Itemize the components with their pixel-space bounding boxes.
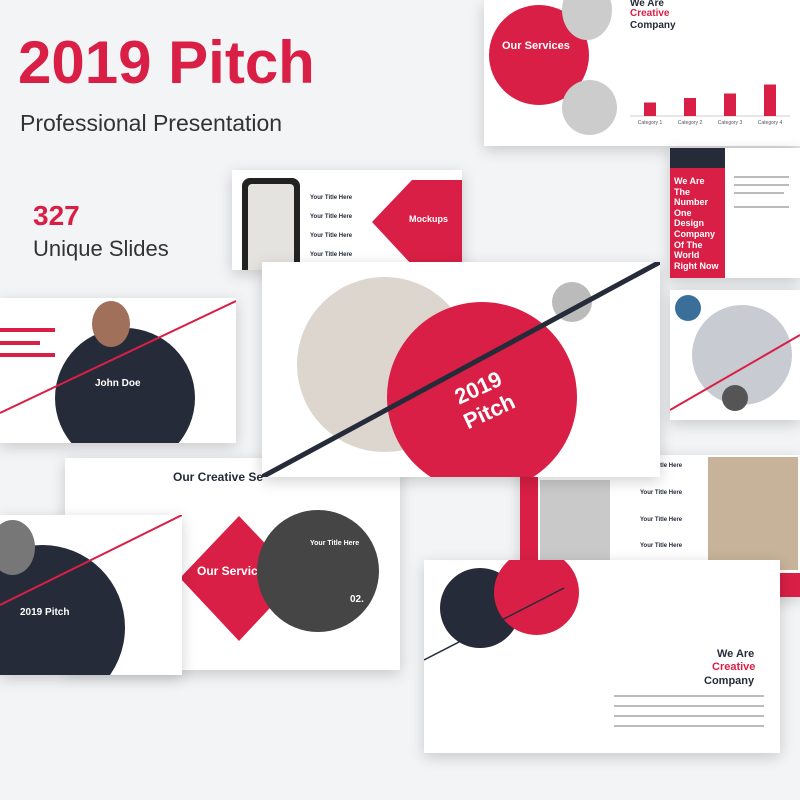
photo bbox=[722, 385, 748, 411]
slide: 2019 Pitch bbox=[0, 515, 182, 675]
number: 02. bbox=[350, 594, 364, 605]
lorem bbox=[614, 725, 764, 727]
item: Your Title Here bbox=[310, 252, 353, 258]
lorem bbox=[734, 176, 789, 178]
heading: Our Creative Se bbox=[173, 470, 264, 484]
subtitle: Professional Presentation bbox=[20, 110, 283, 136]
bar bbox=[764, 84, 776, 116]
text: Company bbox=[704, 675, 755, 687]
heading: John Doe bbox=[95, 378, 141, 389]
lorem bbox=[614, 715, 764, 717]
title: 2019 Pitch bbox=[18, 29, 315, 96]
bar bbox=[0, 328, 55, 332]
diagonal bbox=[670, 334, 800, 411]
photo bbox=[708, 457, 798, 570]
text: We Are bbox=[674, 176, 705, 186]
diagonal bbox=[262, 262, 660, 477]
slide bbox=[670, 290, 800, 420]
count: 327 bbox=[33, 200, 80, 231]
slide: John Doe bbox=[0, 298, 236, 443]
bar bbox=[644, 102, 656, 116]
text: Creative bbox=[712, 661, 756, 673]
text: Design bbox=[674, 218, 705, 229]
text: One bbox=[674, 207, 692, 218]
category-label: Category 4 bbox=[758, 120, 783, 126]
text: World bbox=[674, 250, 700, 261]
slide: We Are The Number One Design Company Of The Wor… bbox=[670, 148, 800, 278]
item: Your Title Here bbox=[640, 463, 683, 469]
count-label: Unique Slides bbox=[33, 236, 169, 261]
lorem bbox=[734, 184, 789, 186]
slide: We Are Creative Company bbox=[424, 560, 780, 753]
text: We Are bbox=[717, 648, 755, 660]
panel bbox=[670, 148, 725, 278]
heading: 2019 Pitch bbox=[20, 607, 70, 618]
text: Company bbox=[630, 20, 676, 31]
photo bbox=[675, 295, 701, 321]
hex bbox=[372, 180, 462, 265]
item: Your Title Here bbox=[640, 517, 683, 523]
text: Number bbox=[674, 197, 709, 208]
lorem bbox=[734, 192, 784, 194]
heading: Mockups bbox=[409, 214, 449, 224]
item: Your Title Here bbox=[310, 195, 353, 201]
heading: Our Services bbox=[502, 40, 570, 52]
category-label: Category 3 bbox=[718, 120, 743, 126]
lorem bbox=[734, 206, 789, 208]
chart: Category 1 Category 2 Category 3 Category 4 bbox=[630, 84, 790, 126]
item: Your Title Here bbox=[310, 233, 353, 239]
bar bbox=[0, 353, 55, 357]
photo bbox=[562, 80, 617, 135]
lorem bbox=[614, 695, 764, 697]
circle bbox=[387, 302, 577, 477]
text: Creative bbox=[630, 8, 670, 19]
category-label: Category 1 bbox=[638, 120, 663, 126]
bar bbox=[684, 98, 696, 116]
text: Right Now bbox=[674, 260, 719, 271]
item: Your Title Here bbox=[640, 543, 683, 549]
slide: Mockups Your Title Here Your Title Here … bbox=[232, 170, 462, 270]
text: Of The bbox=[674, 239, 703, 250]
slide: Our Services We Are Creative Company Cat… bbox=[484, 0, 800, 146]
photo bbox=[540, 480, 610, 570]
diagonal bbox=[424, 587, 565, 661]
text-block: We Are The Number One Design Company Of The Wor… bbox=[674, 176, 719, 271]
category-label: Category 2 bbox=[678, 120, 703, 126]
photo bbox=[0, 520, 35, 575]
text: We Are bbox=[630, 0, 664, 9]
phone bbox=[242, 178, 300, 270]
item: Your Title Here bbox=[310, 214, 353, 220]
circle bbox=[55, 328, 195, 443]
services: Our Services bbox=[197, 564, 272, 578]
diagonal bbox=[0, 515, 182, 606]
circle bbox=[257, 510, 379, 632]
text: Company bbox=[674, 228, 716, 239]
lorem bbox=[614, 705, 764, 707]
photo bbox=[92, 301, 130, 347]
circle bbox=[494, 560, 579, 635]
diagonal bbox=[0, 300, 236, 414]
item: Your Title Here bbox=[640, 490, 683, 496]
bar bbox=[724, 93, 736, 116]
bar bbox=[0, 341, 40, 345]
text: The bbox=[674, 186, 691, 197]
slide: 2019 Pitch bbox=[262, 262, 660, 477]
panel bbox=[670, 148, 725, 168]
item: Your Title Here bbox=[310, 540, 360, 547]
